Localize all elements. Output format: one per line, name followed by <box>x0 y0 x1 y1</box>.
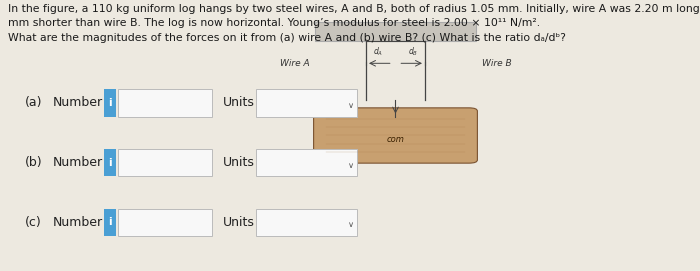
Text: i: i <box>108 158 112 167</box>
FancyBboxPatch shape <box>314 108 477 163</box>
FancyBboxPatch shape <box>104 149 116 176</box>
FancyBboxPatch shape <box>256 209 357 236</box>
Text: Number: Number <box>52 216 103 229</box>
FancyBboxPatch shape <box>104 209 116 236</box>
Text: (a): (a) <box>25 96 42 109</box>
Text: Units: Units <box>223 216 255 229</box>
Text: $d_B$: $d_B$ <box>408 46 418 59</box>
FancyBboxPatch shape <box>118 89 212 117</box>
FancyBboxPatch shape <box>256 149 357 176</box>
Text: ∨: ∨ <box>349 220 354 230</box>
Text: i: i <box>108 217 112 227</box>
Text: (c): (c) <box>25 216 41 229</box>
Text: ∨: ∨ <box>349 161 354 170</box>
Text: In the figure, a 110 kg uniform log hangs by two steel wires, A and B, both of r: In the figure, a 110 kg uniform log hang… <box>8 4 700 43</box>
Text: Wire A: Wire A <box>280 59 309 68</box>
Text: Number: Number <box>52 96 103 109</box>
Text: Units: Units <box>223 156 255 169</box>
Text: i: i <box>108 98 112 108</box>
Text: ∨: ∨ <box>349 101 354 110</box>
FancyBboxPatch shape <box>118 209 212 236</box>
Text: Wire B: Wire B <box>482 59 511 68</box>
Text: Number: Number <box>52 156 103 169</box>
FancyBboxPatch shape <box>315 22 476 41</box>
FancyBboxPatch shape <box>104 89 116 117</box>
Text: com: com <box>386 135 405 144</box>
FancyBboxPatch shape <box>256 89 357 117</box>
Text: $d_A$: $d_A$ <box>373 46 383 59</box>
FancyBboxPatch shape <box>118 149 212 176</box>
Text: Units: Units <box>223 96 255 109</box>
Text: (b): (b) <box>25 156 42 169</box>
